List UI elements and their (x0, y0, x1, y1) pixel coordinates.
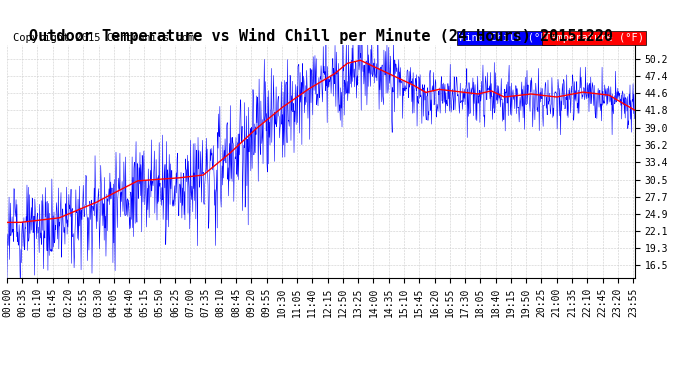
Text: Wind Chill (°F): Wind Chill (°F) (459, 33, 553, 43)
Text: Temperature (°F): Temperature (°F) (544, 33, 644, 43)
Title: Outdoor Temperature vs Wind Chill per Minute (24 Hours) 20151220: Outdoor Temperature vs Wind Chill per Mi… (29, 28, 613, 44)
Text: Copyright 2015 Cartronics.com: Copyright 2015 Cartronics.com (13, 33, 195, 43)
